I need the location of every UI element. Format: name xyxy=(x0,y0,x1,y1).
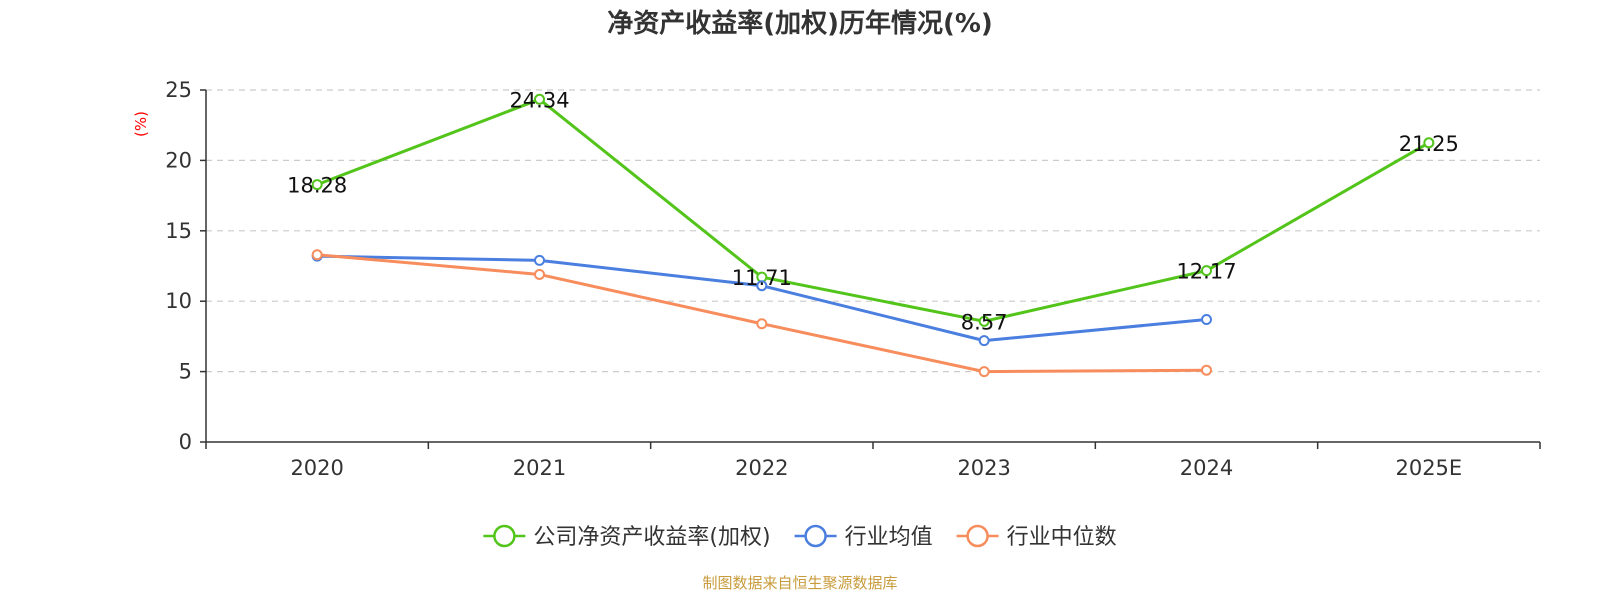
y-tick-label-0: 0 xyxy=(179,430,192,454)
series-1-point-2023 xyxy=(978,335,990,347)
series-1-point-2021 xyxy=(534,254,545,266)
x-tick-label-2020: 2020 xyxy=(290,456,343,480)
series-0-point-2021 xyxy=(534,93,545,105)
legend-swatch-circle-2 xyxy=(966,524,989,548)
x-tick-label-2024: 2024 xyxy=(1180,456,1233,480)
legend-label-1: 行业均值 xyxy=(845,525,933,550)
series-0-point-2024 xyxy=(1201,265,1212,277)
series-2-point-2022 xyxy=(756,318,768,330)
axes: 0 5 10 15 20 25 2020 2021 2022 2023 2024 2025E xyxy=(165,78,1541,480)
legend-item-0: 公司净资产收益率(加权) xyxy=(483,524,771,550)
legend-swatch-circle-1 xyxy=(804,524,827,548)
chart-title: 净资产收益率(加权)历年情况(%) xyxy=(607,8,993,39)
data-label-2022: 11.71 xyxy=(732,266,792,290)
series-2-point-2021 xyxy=(534,268,545,280)
legend-item-1: 行业均值 xyxy=(794,524,933,550)
series-2-point-2023 xyxy=(978,366,990,378)
series-0-point-2023 xyxy=(978,315,990,327)
y-tick-label-10: 10 xyxy=(165,289,192,313)
series-2-point-2024 xyxy=(1201,364,1212,376)
series-1-point-2024 xyxy=(1201,314,1212,326)
legend-swatch-circle-0 xyxy=(493,524,516,548)
series-1-point-2022 xyxy=(756,280,768,292)
x-tick-label-2022: 2022 xyxy=(735,456,788,480)
gridlines xyxy=(206,89,1540,373)
data-label-2021: 24.34 xyxy=(509,88,569,112)
legend-label-0: 公司净资产收益率(加权) xyxy=(533,525,770,550)
data-label-2020: 18.28 xyxy=(287,174,347,198)
data-label-2024: 12.17 xyxy=(1176,260,1236,284)
series-2-point-2020 xyxy=(311,249,323,261)
legend-label-2: 行业中位数 xyxy=(1007,525,1117,550)
y-tick-label-20: 20 xyxy=(165,148,192,172)
data-label-2023: 8.57 xyxy=(961,310,1008,334)
x-tick-label-2025E: 2025E xyxy=(1395,456,1462,480)
series xyxy=(311,93,1435,378)
legend-item-2: 行业中位数 xyxy=(956,524,1117,550)
x-tick-label-2021: 2021 xyxy=(513,456,566,480)
y-tick-label-5: 5 xyxy=(179,360,192,384)
y-tick-label-15: 15 xyxy=(165,219,192,243)
series-0-point-2020 xyxy=(311,179,323,191)
x-tick-label-2023: 2023 xyxy=(957,456,1010,480)
series-line-0 xyxy=(315,97,1431,323)
data-label-2025E: 21.25 xyxy=(1399,132,1459,156)
legend: 公司净资产收益率(加权) 行业均值 行业中位数 xyxy=(483,524,1117,550)
y-tick-label-25: 25 xyxy=(165,78,192,102)
source-note: 制图数据来自恒生聚源数据库 xyxy=(702,574,897,592)
series-0-point-2025E xyxy=(1423,137,1435,149)
data-labels: 18.28 24.34 11.71 8.57 12.17 21.25 xyxy=(287,88,1459,334)
y-axis-unit-label: (%) xyxy=(132,111,150,137)
